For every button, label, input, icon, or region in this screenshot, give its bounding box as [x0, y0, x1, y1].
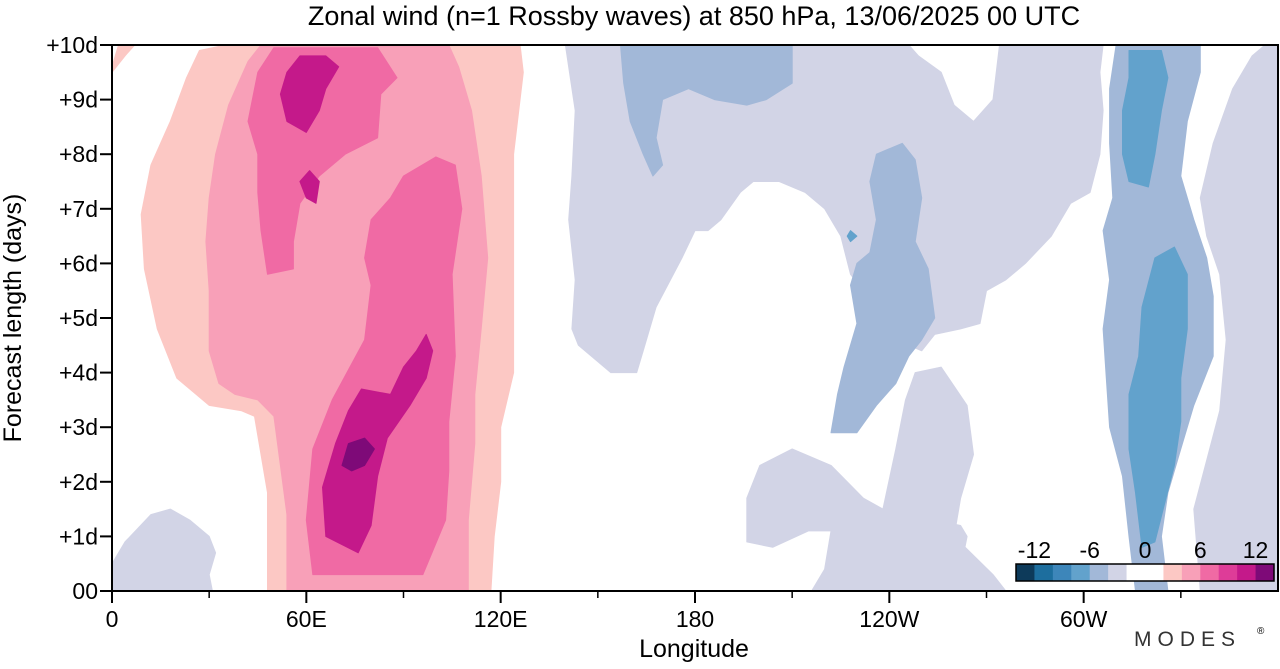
colorbar-cell-5 [1108, 564, 1127, 581]
y-tick-label-4: +4d [59, 360, 98, 386]
colorbar-cell-3 [1071, 564, 1091, 581]
contour-pink-upper-core [279, 55, 340, 133]
contour-blue-northmid [620, 45, 793, 177]
brand-logo-text: MODES [1134, 628, 1241, 651]
contour-blue-southwest [112, 508, 217, 591]
contour-pink-upper-spot [299, 170, 320, 204]
colorbar-cell-7 [1145, 564, 1164, 581]
contour-pink-lower-max [341, 437, 375, 472]
colorbar-cell-8 [1163, 564, 1183, 581]
registered-mark: ® [1257, 626, 1265, 637]
chart-title: Zonal wind (n=1 Rossby waves) at 850 hPa… [308, 1, 1080, 31]
colorbar-label-6: 6 [1194, 537, 1207, 563]
colorbar-cell-1 [1034, 564, 1054, 581]
contour-blue-east-core-lower [1128, 246, 1188, 548]
y-tick-label-7: +7d [59, 196, 98, 222]
colorbar-cell-12 [1237, 564, 1256, 581]
colorbar: -12 -6 0 6 12 [1015, 537, 1275, 582]
contour-blue-mid-spot [846, 230, 858, 243]
contour-pink-gap-spot [416, 137, 443, 161]
colorbar-cell-11 [1218, 564, 1238, 581]
y-tick-label-5: +5d [59, 305, 98, 331]
y-tick-label-3: +3d [59, 414, 98, 440]
contour-blue-southeast [746, 366, 1007, 591]
y-tick-label-1: +1d [59, 523, 98, 549]
plot-area [112, 45, 1278, 591]
y-axis-label: Forecast length (days) [0, 194, 27, 443]
contour-blue-east-edge [1193, 45, 1278, 591]
colorbar-label-12: 12 [1243, 537, 1269, 563]
colorbar-cell-2 [1052, 564, 1072, 581]
x-tick-label-120W: 120W [859, 606, 919, 632]
x-tick-label-120E: 120E [474, 606, 528, 632]
y-tick-label-10: +10d [46, 32, 98, 58]
x-tick-label-0: 0 [106, 606, 119, 632]
colorbar-frame [1015, 563, 1275, 582]
y-tick-label-9: +9d [59, 87, 98, 113]
x-tick-label-60W: 60W [1060, 606, 1108, 632]
y-tick-label-6: +6d [59, 250, 98, 276]
contour-pink-corner [112, 45, 136, 73]
colorbar-label--6: -6 [1079, 537, 1099, 563]
colorbar-label-0: 0 [1139, 537, 1152, 563]
colorbar-cell-4 [1089, 564, 1109, 581]
colorbar-cell-9 [1181, 564, 1201, 581]
colorbar-cell-10 [1200, 564, 1220, 581]
contour-pink-lower-core [322, 333, 434, 554]
colorbar-cell-6 [1126, 564, 1146, 581]
contour-blue-east-core-upper [1122, 50, 1169, 188]
colorbar-cell-0 [1016, 564, 1035, 581]
x-tick-label-180: 180 [676, 606, 714, 632]
colorbar-cell-13 [1255, 564, 1275, 581]
axes: 0 60E 120E 180 120W 60W 00 +1d +2d +3d +4d +5d +6d +7… [46, 32, 1279, 632]
y-tick-label-2: +2d [59, 469, 98, 495]
colorbar-label--12: -12 [1018, 537, 1051, 563]
contour-blue-midwest [830, 142, 936, 434]
y-tick-label-0: 00 [72, 578, 98, 604]
x-tick-label-60E: 60E [286, 606, 327, 632]
x-axis-label: Longitude [639, 635, 749, 663]
y-tick-label-8: +8d [59, 141, 98, 167]
